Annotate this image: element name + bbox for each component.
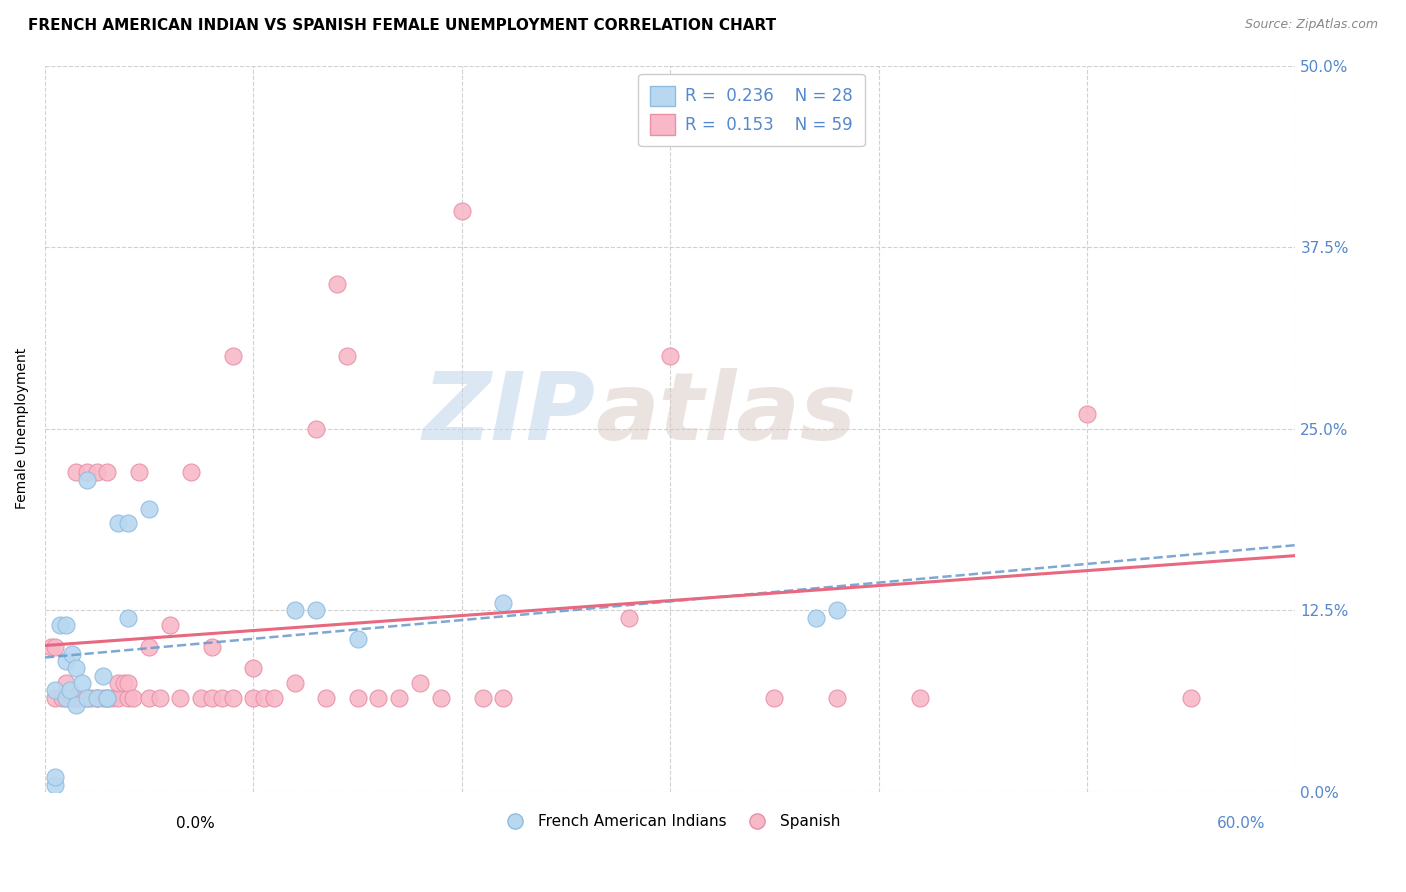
Point [1180, 690, 1202, 705]
Point [242, 690, 264, 705]
Point [96, 690, 118, 705]
Point [128, 466, 150, 480]
Point [346, 632, 368, 647]
Point [107, 676, 129, 690]
Point [221, 349, 243, 363]
Point [76, 690, 98, 705]
Point [159, 618, 181, 632]
Y-axis label: Female Unemployment: Female Unemployment [15, 348, 30, 509]
Point [112, 676, 135, 690]
Point [388, 690, 411, 705]
Text: 0.0%: 0.0% [176, 816, 215, 831]
Point [72, 690, 94, 705]
Point [117, 690, 139, 705]
Point [221, 690, 243, 705]
Point [44, 771, 66, 785]
Point [190, 690, 212, 705]
Point [100, 690, 122, 705]
Point [138, 501, 160, 516]
Point [86, 690, 108, 705]
Point [450, 203, 472, 218]
Point [48, 618, 70, 632]
Point [305, 603, 328, 617]
Point [107, 516, 129, 531]
Point [44, 690, 66, 705]
Point [44, 683, 66, 698]
Point [76, 690, 98, 705]
Point [471, 690, 494, 705]
Point [253, 690, 276, 705]
Point [96, 466, 118, 480]
Point [107, 690, 129, 705]
Point [55, 690, 77, 705]
Point [1076, 407, 1098, 421]
Point [55, 618, 77, 632]
Point [367, 690, 389, 705]
Point [211, 690, 233, 705]
Point [910, 690, 932, 705]
Point [44, 640, 66, 654]
Point [492, 596, 515, 610]
Point [65, 690, 87, 705]
Point [763, 690, 786, 705]
Point [825, 690, 848, 705]
Point [825, 603, 848, 617]
Point [51, 690, 73, 705]
Point [346, 690, 368, 705]
Point [617, 610, 640, 624]
Point [44, 778, 66, 792]
Point [201, 640, 224, 654]
Point [138, 640, 160, 654]
Point [55, 654, 77, 668]
Point [284, 676, 307, 690]
Point [305, 422, 328, 436]
Text: Source: ZipAtlas.com: Source: ZipAtlas.com [1244, 18, 1378, 31]
Point [149, 690, 172, 705]
Point [96, 690, 118, 705]
Point [180, 466, 202, 480]
Point [91, 690, 114, 705]
Point [76, 466, 98, 480]
Point [284, 603, 307, 617]
Legend: French American Indians, Spanish: French American Indians, Spanish [494, 808, 846, 835]
Point [117, 610, 139, 624]
Point [659, 349, 682, 363]
Point [201, 690, 224, 705]
Point [59, 683, 82, 698]
Text: ZIP: ZIP [422, 368, 595, 460]
Point [492, 690, 515, 705]
Point [65, 698, 87, 712]
Point [60, 647, 83, 661]
Text: FRENCH AMERICAN INDIAN VS SPANISH FEMALE UNEMPLOYMENT CORRELATION CHART: FRENCH AMERICAN INDIAN VS SPANISH FEMALE… [28, 18, 776, 33]
Point [138, 690, 160, 705]
Point [804, 610, 827, 624]
Point [39, 640, 62, 654]
Point [72, 676, 94, 690]
Point [430, 690, 453, 705]
Text: 60.0%: 60.0% [1218, 816, 1265, 831]
Point [96, 690, 118, 705]
Point [263, 690, 285, 705]
Point [117, 516, 139, 531]
Point [169, 690, 191, 705]
Point [86, 690, 108, 705]
Point [86, 690, 108, 705]
Point [86, 466, 108, 480]
Point [60, 690, 83, 705]
Point [65, 466, 87, 480]
Point [409, 676, 432, 690]
Point [55, 690, 77, 705]
Text: atlas: atlas [595, 368, 856, 460]
Point [315, 690, 337, 705]
Point [117, 676, 139, 690]
Point [336, 349, 359, 363]
Point [242, 661, 264, 675]
Point [91, 669, 114, 683]
Point [76, 473, 98, 487]
Point [326, 277, 349, 291]
Point [55, 676, 77, 690]
Point [80, 690, 103, 705]
Point [121, 690, 143, 705]
Point [65, 661, 87, 675]
